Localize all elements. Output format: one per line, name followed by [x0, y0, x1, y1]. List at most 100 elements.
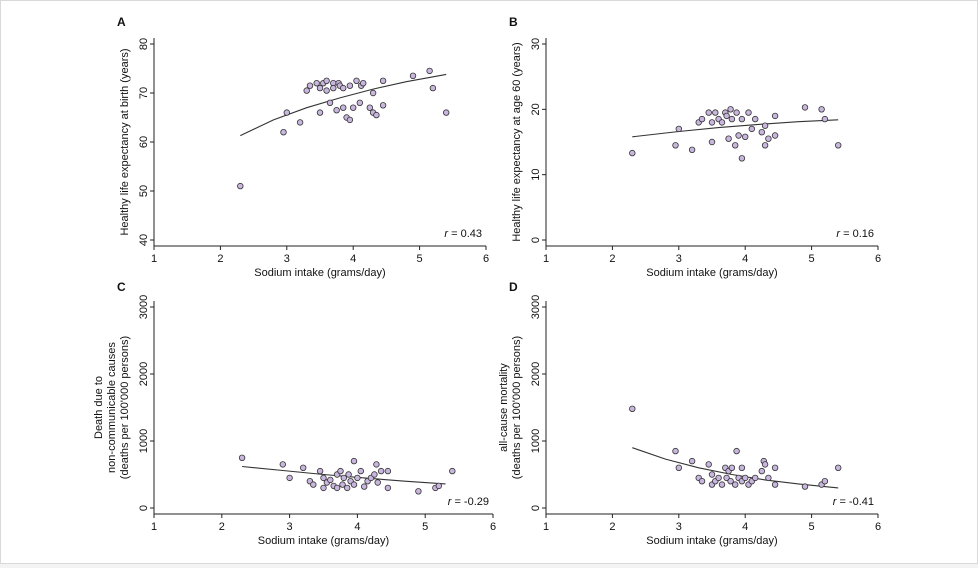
data-point — [384, 484, 392, 492]
x-tick-label: 5 — [422, 521, 428, 533]
data-point — [313, 79, 320, 87]
data-point — [765, 474, 772, 482]
panel-letter: A — [117, 15, 126, 29]
data-point — [353, 77, 360, 84]
data-point — [279, 461, 286, 468]
y-tick-label: 20 — [530, 103, 542, 115]
data-point — [340, 104, 347, 111]
y-tick-label: 2000 — [530, 362, 542, 386]
x-axis-title: Sodium intake (grams/day) — [646, 267, 777, 279]
x-axis-title: Sodium intake (grams/day) — [646, 535, 777, 547]
data-point — [821, 478, 829, 485]
data-point — [735, 132, 742, 139]
correlation-label: r = 0.43 — [444, 228, 482, 240]
data-point — [340, 474, 347, 482]
data-point — [761, 142, 769, 149]
x-tick-label: 1 — [151, 253, 157, 265]
y-tick-label: 3000 — [530, 295, 542, 319]
data-point — [771, 112, 779, 120]
data-point — [723, 474, 730, 482]
data-point — [443, 109, 450, 116]
data-point — [742, 133, 749, 140]
x-tick-label: 3 — [284, 253, 290, 265]
x-tick-label: 3 — [676, 253, 682, 265]
x-tick-label: 6 — [490, 521, 496, 533]
data-point — [356, 99, 363, 106]
panel-letter: D — [509, 280, 518, 294]
data-point — [672, 142, 679, 149]
data-point — [748, 125, 755, 133]
data-point — [409, 72, 417, 79]
data-point — [835, 464, 842, 471]
data-point — [280, 128, 287, 136]
data-point — [718, 119, 726, 126]
data-point — [303, 87, 310, 94]
y-axis-title-line: Death due to — [93, 376, 105, 439]
data-point — [758, 467, 765, 475]
y-tick-label: 1000 — [138, 429, 150, 453]
data-point — [771, 464, 779, 471]
data-point — [708, 119, 716, 126]
data-point — [675, 125, 682, 133]
data-point — [371, 471, 378, 478]
x-tick-label: 5 — [809, 521, 815, 533]
y-axis-title-line: Healthy life expectancy at birth (years) — [119, 48, 131, 235]
y-axis-title-line: (deaths per 100'000 persons) — [511, 336, 523, 479]
data-point — [435, 482, 442, 490]
y-tick-label: 30 — [530, 38, 542, 50]
y-tick-label: 40 — [138, 234, 150, 246]
y-tick-label: 0 — [530, 237, 542, 243]
data-point — [346, 82, 354, 89]
data-point — [327, 476, 334, 484]
data-point — [723, 112, 730, 120]
panel-b: B 1 2 3 4 5 6 0 10 20 30 Sodium intake (grams/day) H… — [509, 15, 881, 279]
y-tick-label: 70 — [138, 87, 150, 99]
data-point — [727, 106, 734, 113]
y-tick-label: 1000 — [530, 429, 542, 453]
data-point — [429, 84, 437, 92]
y-tick-label: 50 — [138, 185, 150, 197]
data-point — [379, 102, 387, 109]
data-point — [728, 464, 736, 471]
y-axis-title-line: all-cause mortality — [498, 363, 510, 452]
x-tick-label: 2 — [217, 253, 223, 265]
data-point — [360, 79, 367, 87]
x-tick-label: 1 — [151, 521, 157, 533]
fit-line — [240, 73, 447, 137]
data-point — [330, 84, 337, 92]
data-point — [361, 483, 368, 490]
data-point — [237, 182, 244, 190]
data-point — [296, 119, 304, 126]
data-point — [323, 87, 330, 94]
data-point — [738, 115, 746, 123]
data-point — [752, 115, 759, 123]
data-point — [326, 99, 334, 106]
data-point — [323, 77, 330, 84]
data-point — [761, 122, 769, 129]
data-point — [705, 461, 712, 468]
x-axis-title: Sodium intake (grams/day) — [258, 535, 389, 547]
x-tick-label: 5 — [809, 253, 815, 265]
data-point — [426, 67, 433, 75]
y-tick-label: 0 — [530, 505, 542, 511]
x-tick-label: 3 — [287, 521, 293, 533]
data-point — [357, 467, 364, 475]
panel-letter: C — [117, 280, 126, 294]
x-tick-label: 6 — [875, 521, 881, 533]
x-tick-label: 4 — [742, 253, 748, 265]
data-point — [629, 149, 636, 157]
data-point — [340, 84, 347, 92]
data-point — [238, 454, 246, 461]
data-point — [708, 138, 716, 146]
data-point — [354, 474, 361, 482]
correlation-label: r = -0.41 — [833, 496, 874, 508]
data-point — [286, 474, 293, 482]
data-point — [732, 481, 739, 488]
data-point — [316, 467, 324, 475]
data-point — [715, 474, 722, 482]
y-tick-label: 3000 — [138, 295, 150, 319]
data-point — [818, 106, 825, 113]
x-tick-label: 3 — [676, 521, 682, 533]
